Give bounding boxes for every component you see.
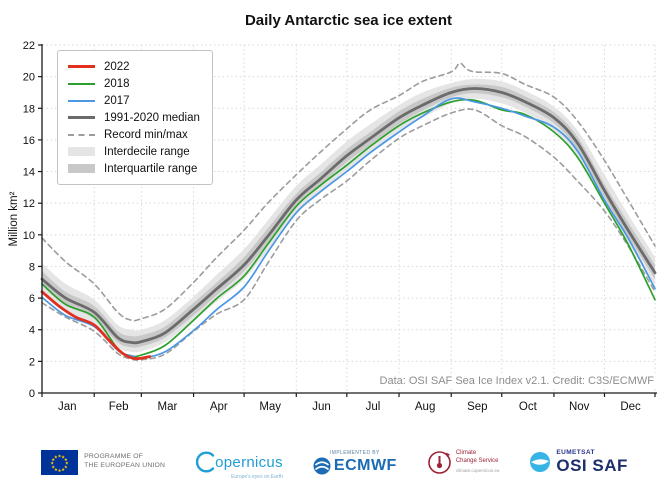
legend-label: 2017 [104,94,130,107]
legend-item: Interdecile range [68,143,200,160]
legend-item: 2017 [68,92,200,109]
eu-programme-text: PROGRAMME OF THE EUROPEAN UNION [84,453,165,471]
legend-item: 2018 [68,75,200,92]
svg-text:★: ★ [58,453,62,458]
series-record-max [41,62,656,322]
legend-label: 2022 [104,60,130,73]
y-tick-label: 22 [23,40,35,52]
osisaf-wordmark: OSI SAF [556,456,628,476]
svg-text:★: ★ [54,454,58,459]
y-tick-label: 12 [23,198,35,210]
legend-item: Record min/max [68,126,200,143]
legend-label: Record min/max [104,128,188,141]
svg-text:★: ★ [61,454,65,459]
x-tick-label: Oct [519,401,538,413]
y-tick-label: 2 [29,356,35,368]
c3s-text: Climate Change Service climate.copernicu… [456,450,500,474]
y-axis-label: Million km² [8,191,20,247]
y-tick-label: 0 [29,388,35,400]
eumetsat-label: EUMETSAT [556,448,595,456]
eu-flag-icon: ★ ★★★★★★★★★★★ [41,449,79,475]
x-tick-label: Jan [58,401,77,413]
svg-text:★: ★ [51,464,55,469]
y-tick-label: 20 [23,72,35,84]
legend-swatch-fill [68,164,95,173]
y-tick-label: 16 [23,135,35,147]
x-tick-label: Jul [366,401,381,413]
ecmwf-logo: IMPLEMENTED BY ECMWF [313,450,397,475]
x-tick-label: Feb [109,401,129,413]
eu-programme-logo: ★ ★ ★ ★ ★ ★ ★ ★ ★ ★ ★ ★ PROGRAMME OF THE EUROPEAN U… [41,449,165,475]
copernicus-logo: opernicus Europe's eyes on Earth [195,450,283,480]
legend-item: 1991-2020 median [68,109,200,126]
ecmwf-wordmark: ECMWF [333,456,397,474]
legend-label: 1991-2020 median [104,111,200,124]
page-title: Daily Antarctic sea ice extent [244,12,453,29]
ecmwf-globe-icon [313,457,331,474]
legend-label: Interdecile range [104,145,190,158]
x-tick-label: May [259,401,281,413]
legend-swatch-fill [68,147,95,156]
svg-text:★: ★ [65,460,69,465]
series-1991-2020-median [40,87,657,345]
x-tick-label: Sep [467,401,487,413]
c3s-thermometer-icon [428,450,451,474]
legend-swatch-dashed [68,133,95,136]
x-tick-label: Apr [210,401,228,413]
c3s-line1: Climate [455,450,477,457]
copernicus-c-icon [195,451,215,473]
ecmwf-implemented-by: IMPLEMENTED BY [329,449,380,456]
y-tick-label: 10 [23,230,35,242]
legend-swatch-line [68,82,95,85]
x-tick-label: Jun [312,401,331,413]
svg-text:★: ★ [51,457,55,462]
data-credit-text: Data: OSI SAF Sea Ice Index v2.1. Credit… [376,375,657,387]
svg-text:★: ★ [50,460,54,465]
y-tick-label: 4 [29,325,35,337]
x-tick-label: Mar [158,401,178,413]
svg-text:★: ★ [61,467,65,472]
copernicus-tagline: Europe's eyes on Earth [231,474,283,480]
osisaf-globe-icon [530,452,551,472]
y-tick-label: 6 [29,293,35,305]
legend-label: Interquartile range [104,162,198,175]
legend-item: Interquartile range [68,160,200,177]
x-tick-label: Dec [620,401,641,413]
footer-logos: ★ ★ ★ ★ ★ ★ ★ ★ ★ ★ ★ ★ PROGRAMME OF THE EUROPEAN U… [0,433,669,491]
series-2017 [41,97,656,360]
eu-programme-line1: PROGRAMME OF [84,453,144,461]
legend-item: 2022 [68,58,200,75]
svg-text:★: ★ [64,464,68,469]
x-tick-label: Nov [569,401,590,413]
y-tick-label: 18 [23,103,35,115]
svg-text:★: ★ [54,467,58,472]
legend-label: 2018 [104,77,130,90]
eu-programme-line2: THE EUROPEAN UNION [84,462,166,469]
legend-swatch-line [68,99,95,102]
x-tick-label: Aug [415,401,435,413]
legend-swatch-line [68,116,95,119]
osisaf-logo: EUMETSAT OSI SAF [529,448,628,476]
copernicus-wordmark: opernicus [215,453,283,471]
c3s-logo: Climate Change Service climate.copernicu… [427,450,500,475]
gridlines [42,44,656,393]
chart-area: 0 2 4 6 8 10 12 14 16 18 20 22 Jan Feb Mar Apr May Jun Jul… [8,40,657,413]
y-tick-label: 8 [29,261,35,273]
y-tick-label: 14 [23,167,35,179]
chart-legend: 2022 2018 2017 1991-2020 median Record min/m… [57,50,213,185]
c3s-tagline: climate.copernicus.eu [455,468,500,474]
legend-swatch-line [68,65,95,68]
c3s-line2: Change Service [455,457,499,464]
series-2022 [40,290,152,361]
svg-text:★: ★ [64,457,68,462]
svg-text:★: ★ [58,468,62,473]
